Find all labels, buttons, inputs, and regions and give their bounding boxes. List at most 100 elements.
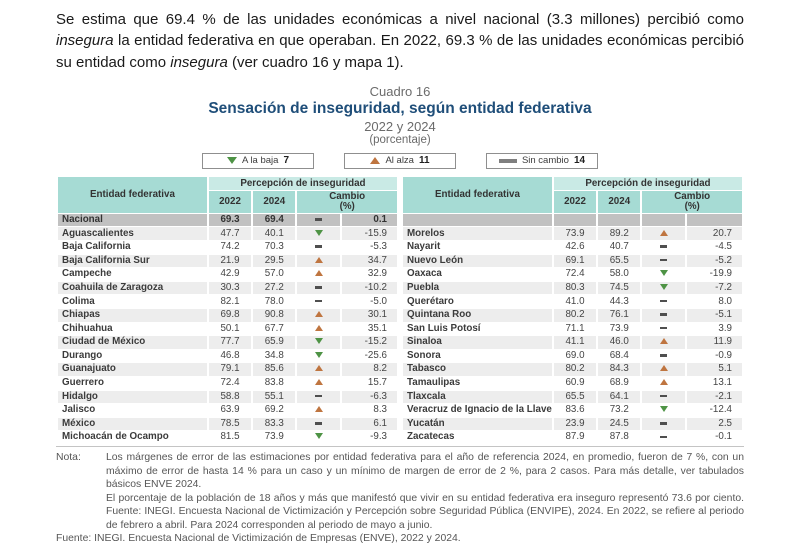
no-change-icon <box>660 258 667 262</box>
value-2024: 69.2 <box>253 404 296 417</box>
change-direction-cell <box>642 404 685 417</box>
change-value: 34.7 <box>341 254 397 268</box>
table-left-half: Entidad federativa Percepción de insegur… <box>56 176 399 445</box>
change-label: Cambio <box>674 190 711 202</box>
entity-name: Guerrero <box>58 377 207 390</box>
note-label: Nota: <box>56 451 81 463</box>
change-value: -0.1 <box>686 431 742 444</box>
no-change-icon <box>660 435 667 439</box>
table-row: Veracruz de Ignacio de la Llave 83.6 73.2 -… <box>403 404 742 417</box>
change-direction-cell <box>642 295 685 309</box>
table-right-half: Entidad federativa Percepción de insegur… <box>401 176 744 445</box>
change-direction-cell <box>297 322 340 336</box>
value-2022: 63.9 <box>208 404 252 417</box>
table-row: Coahuila de Zaragoza 30.3 27.2 -10.2 <box>58 281 397 295</box>
value-2024: 40.7 <box>598 241 641 254</box>
column-header-2022: 2022 <box>208 190 252 213</box>
value-2024: 73.2 <box>598 404 641 417</box>
intro-text: la entidad federativa en que operaban. E… <box>56 32 744 71</box>
trend-down-icon <box>659 283 668 290</box>
entity-name: Guanajuato <box>58 363 207 377</box>
value-2022: 65.5 <box>553 390 597 404</box>
table-row: Nuevo León 69.1 65.5 -5.2 <box>403 254 742 268</box>
table-row: Oaxaca 72.4 58.0 -19.9 <box>403 268 742 281</box>
change-direction-cell <box>642 213 685 227</box>
change-direction-cell <box>297 268 340 281</box>
table-row: Baja California 74.2 70.3 -5.3 <box>58 241 397 254</box>
value-2024: 57.0 <box>253 268 296 281</box>
table-row: Ciudad de México 77.7 65.9 -15.2 <box>58 336 397 349</box>
table-row: Campeche 42.9 57.0 32.9 <box>58 268 397 281</box>
table-row: Puebla 80.3 74.5 -7.2 <box>403 281 742 295</box>
column-header-entity: Entidad federativa <box>403 176 552 213</box>
change-value: 8.3 <box>341 404 397 417</box>
trend-up-icon <box>659 365 668 372</box>
entity-name: Oaxaca <box>403 268 552 281</box>
entity-name: Zacatecas <box>403 431 552 444</box>
value-2022: 72.4 <box>208 377 252 390</box>
change-value: -19.9 <box>686 268 742 281</box>
value-2024: 24.5 <box>598 417 641 431</box>
change-direction-cell <box>642 336 685 349</box>
change-value: -4.5 <box>686 241 742 254</box>
value-2024: 68.9 <box>598 377 641 390</box>
value-2022: 74.2 <box>208 241 252 254</box>
value-2022: 87.9 <box>553 431 597 444</box>
value-2022: 46.8 <box>208 349 252 363</box>
table-row: Sonora 69.0 68.4 -0.9 <box>403 349 742 363</box>
no-change-icon <box>660 313 667 316</box>
trend-down-icon <box>659 406 668 413</box>
value-2022: 41.0 <box>553 295 597 309</box>
table-row: Sinaloa 41.1 46.0 11.9 <box>403 336 742 349</box>
change-direction-cell <box>297 227 340 241</box>
entity-name: Coahuila de Zaragoza <box>58 281 207 295</box>
entity-name: Nayarit <box>403 241 552 254</box>
entity-name: Colima <box>58 295 207 309</box>
change-direction-cell <box>642 268 685 281</box>
value-2022: 30.3 <box>208 281 252 295</box>
value-2024: 84.3 <box>598 363 641 377</box>
change-value: 0.1 <box>341 213 397 227</box>
value-2024: 58.0 <box>598 268 641 281</box>
trend-down-icon <box>314 338 323 345</box>
value-2024: 76.1 <box>598 309 641 322</box>
table-row: Guanajuato 79.1 85.6 8.2 <box>58 363 397 377</box>
column-header-2022: 2022 <box>553 190 597 213</box>
source-text: INEGI. Encuesta Nacional de Victimizació… <box>94 533 461 545</box>
change-value: -6.3 <box>341 390 397 404</box>
value-2022: 21.9 <box>208 254 252 268</box>
entity-name: Aguascalientes <box>58 227 207 241</box>
change-direction-cell <box>297 417 340 431</box>
trend-down-icon <box>314 433 323 440</box>
entity-name: Nuevo León <box>403 254 552 268</box>
table-row: Tamaulipas 60.9 68.9 13.1 <box>403 377 742 390</box>
value-2024: 69.4 <box>253 213 296 227</box>
value-2024: 46.0 <box>598 336 641 349</box>
trend-up-icon <box>314 324 323 331</box>
legend-up-label: Al alza <box>385 155 414 167</box>
change-value: 13.1 <box>686 377 742 390</box>
value-2022: 69.0 <box>553 349 597 363</box>
change-direction-cell <box>297 431 340 444</box>
value-2024: 55.1 <box>253 390 296 404</box>
value-2024: 74.5 <box>598 281 641 295</box>
change-value: -15.2 <box>341 336 397 349</box>
value-2024: 83.8 <box>253 377 296 390</box>
legend-down-label: A la baja <box>241 155 279 167</box>
table-row: Jalisco 63.9 69.2 8.3 <box>58 404 397 417</box>
trend-up-icon <box>370 157 381 165</box>
entity-name: San Luis Potosí <box>403 322 552 336</box>
entity-name: Baja California Sur <box>58 254 207 268</box>
table-row: Nayarit 42.6 40.7 -4.5 <box>403 241 742 254</box>
table-heading: Cuadro 16 Sensación de inseguridad, segú… <box>56 84 744 146</box>
table-row: Quintana Roo 80.2 76.1 -5.1 <box>403 309 742 322</box>
table-row: Tlaxcala 65.5 64.1 -2.1 <box>403 390 742 404</box>
note-text: Los márgenes de error de las estimacione… <box>106 451 744 532</box>
table-row: Aguascalientes 47.7 40.1 -15.9 <box>58 227 397 241</box>
value-2024 <box>598 213 641 227</box>
table-row <box>403 213 742 227</box>
change-value: -5.1 <box>686 309 742 322</box>
table-row: Querétaro 41.0 44.3 8.0 <box>403 295 742 309</box>
change-unit-label: (%) <box>684 200 700 212</box>
trend-up-icon <box>659 379 668 386</box>
